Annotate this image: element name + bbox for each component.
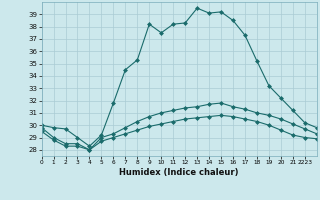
X-axis label: Humidex (Indice chaleur): Humidex (Indice chaleur) xyxy=(119,168,239,177)
